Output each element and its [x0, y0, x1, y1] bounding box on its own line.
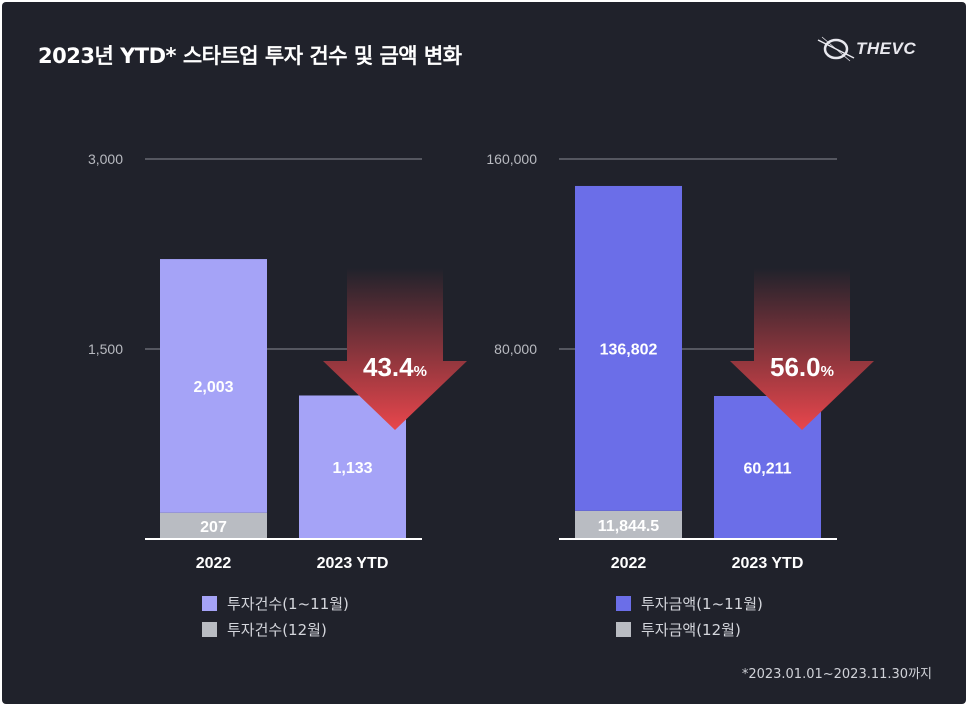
legend-count: 투자건수(1~11월) 투자건수(12월) [202, 590, 349, 642]
chart-amount: 80,000 160,000 11,844.5 136,802 2022 60,211 20… [486, 151, 874, 572]
chart-title: 2023년 YTD* 스타트업 투자 건수 및 금액 변화 [38, 44, 462, 68]
legend-amount: 투자금액(1~11월) 투자금액(12월) [616, 590, 763, 642]
count-decrease-arrow [323, 268, 467, 430]
count-data-label-dec-0: 207 [200, 519, 227, 536]
count-ytick-label: 1,500 [88, 341, 123, 357]
count-category-label-0: 2022 [196, 555, 232, 572]
footnote: *2023.01.01~2023.11.30까지 [741, 667, 932, 682]
legend-item-count-dec: 투자건수(12월) [202, 616, 349, 642]
legend-label-amount-dec: 투자금액(12월) [641, 620, 741, 639]
amount-ytick-label: 160,000 [486, 151, 537, 167]
count-category-label-1: 2023 YTD [317, 555, 389, 572]
legend-swatch-amount-main [616, 595, 631, 611]
amount-bar-main-0 [575, 185, 682, 511]
count-ytick-label: 3,000 [88, 151, 123, 167]
legend-label-amount-main: 투자금액(1~11월) [641, 594, 763, 613]
legend-item-count-main: 투자건수(1~11월) [202, 590, 349, 616]
thevc-logo-icon [817, 36, 855, 62]
amount-data-label-main-1: 60,211 [743, 460, 791, 477]
thevc-logo: THEVC [816, 34, 946, 64]
amount-decrease-arrow [730, 268, 874, 430]
amount-ytick-label: 80,000 [494, 341, 537, 357]
amount-data-label-main-0: 136,802 [600, 341, 658, 358]
count-bar-dec-0 [160, 512, 267, 539]
legend-swatch-amount-dec [616, 621, 631, 637]
amount-data-label-dec-0: 11,844.5 [598, 518, 660, 535]
chart-count: 1,500 3,000 207 2,003 2022 1,133 2023 YTD 43.4% [88, 151, 467, 572]
logo-text: THEVC [856, 39, 917, 58]
amount-bar-dec-0 [575, 510, 682, 539]
legend-item-amount-dec: 투자금액(12월) [616, 616, 763, 642]
amount-category-label-0: 2022 [611, 555, 647, 572]
legend-label-count-main: 투자건수(1~11월) [227, 594, 349, 613]
count-data-label-main-1: 1,133 [332, 460, 372, 477]
amount-decrease-label: 56.0% [770, 352, 834, 382]
legend-label-count-dec: 투자건수(12월) [227, 620, 327, 639]
count-decrease-label: 43.4% [363, 352, 427, 382]
count-data-label-main-0: 2,003 [193, 379, 233, 396]
legend-swatch-count-main [202, 595, 217, 611]
amount-category-label-1: 2023 YTD [732, 555, 804, 572]
count-bar-main-0 [160, 259, 267, 513]
legend-item-amount-main: 투자금액(1~11월) [616, 590, 763, 616]
legend-swatch-count-dec [202, 621, 217, 637]
